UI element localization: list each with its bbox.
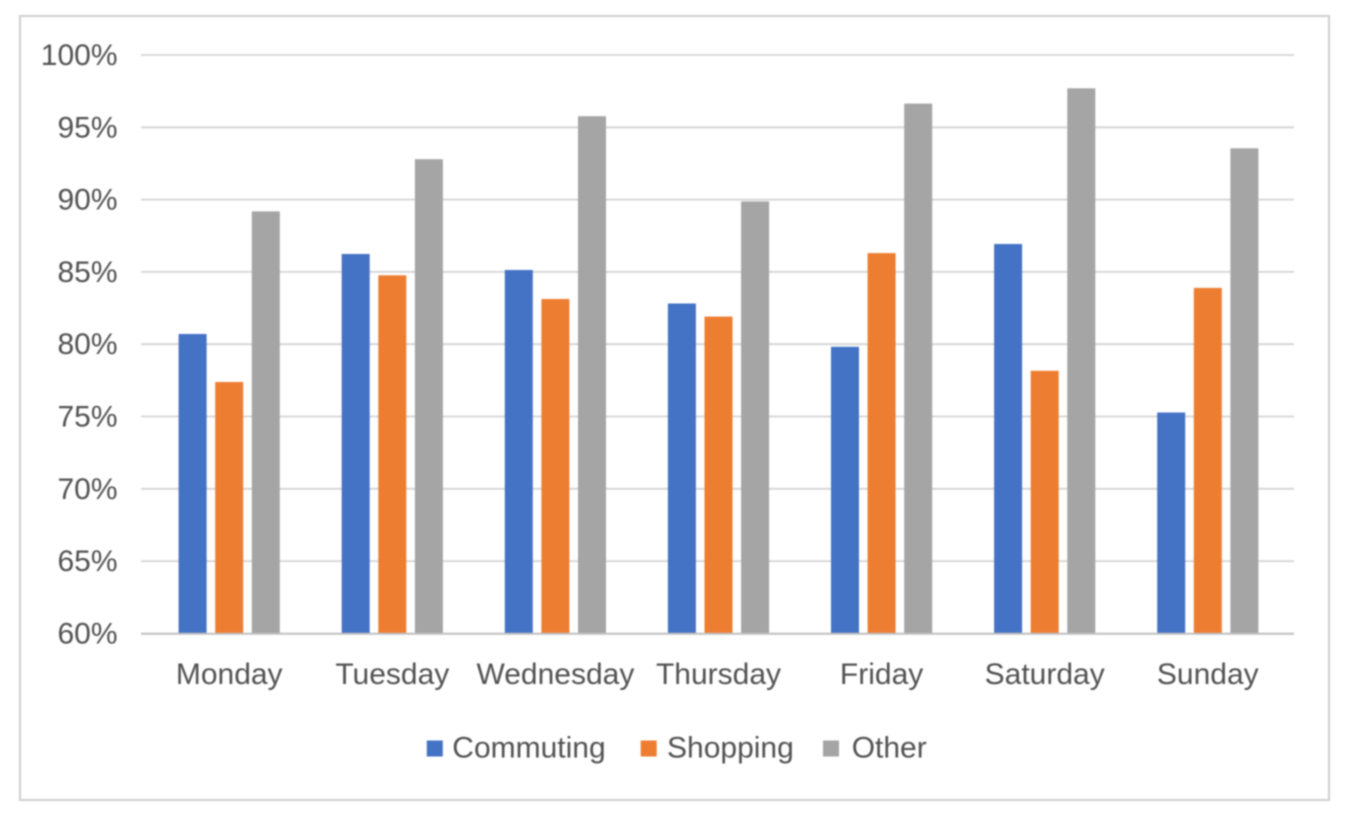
svg-text:Wednesday: Wednesday xyxy=(476,658,634,691)
svg-text:60%: 60% xyxy=(57,617,117,650)
svg-text:80%: 80% xyxy=(57,328,117,361)
svg-text:Sunday: Sunday xyxy=(1157,658,1259,691)
svg-text:65%: 65% xyxy=(57,545,117,578)
svg-text:70%: 70% xyxy=(57,473,117,506)
svg-text:75%: 75% xyxy=(57,401,117,434)
svg-text:85%: 85% xyxy=(57,256,117,289)
svg-text:Other: Other xyxy=(852,731,927,764)
svg-text:Thursday: Thursday xyxy=(656,658,781,691)
svg-text:90%: 90% xyxy=(57,184,117,217)
svg-text:Commuting: Commuting xyxy=(452,731,605,764)
svg-text:Monday: Monday xyxy=(176,658,283,691)
svg-text:Friday: Friday xyxy=(840,658,923,691)
svg-text:Saturday: Saturday xyxy=(985,658,1105,691)
svg-text:Tuesday: Tuesday xyxy=(335,658,449,691)
svg-text:100%: 100% xyxy=(41,39,118,72)
svg-text:95%: 95% xyxy=(57,111,117,144)
svg-text:Shopping: Shopping xyxy=(667,731,794,764)
